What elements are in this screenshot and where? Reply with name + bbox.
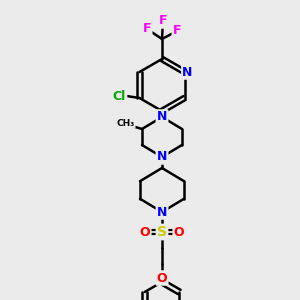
Text: N: N — [157, 151, 167, 164]
Text: O: O — [140, 226, 150, 238]
Text: O: O — [174, 226, 184, 238]
Text: N: N — [182, 65, 193, 79]
Text: N: N — [157, 206, 167, 218]
Text: O: O — [157, 272, 167, 284]
Text: F: F — [143, 22, 151, 35]
Text: F: F — [159, 14, 167, 28]
Text: CH₃: CH₃ — [117, 118, 135, 127]
Text: N: N — [157, 110, 167, 124]
Text: S: S — [157, 225, 167, 239]
Text: F: F — [173, 25, 181, 38]
Text: Cl: Cl — [113, 89, 126, 103]
